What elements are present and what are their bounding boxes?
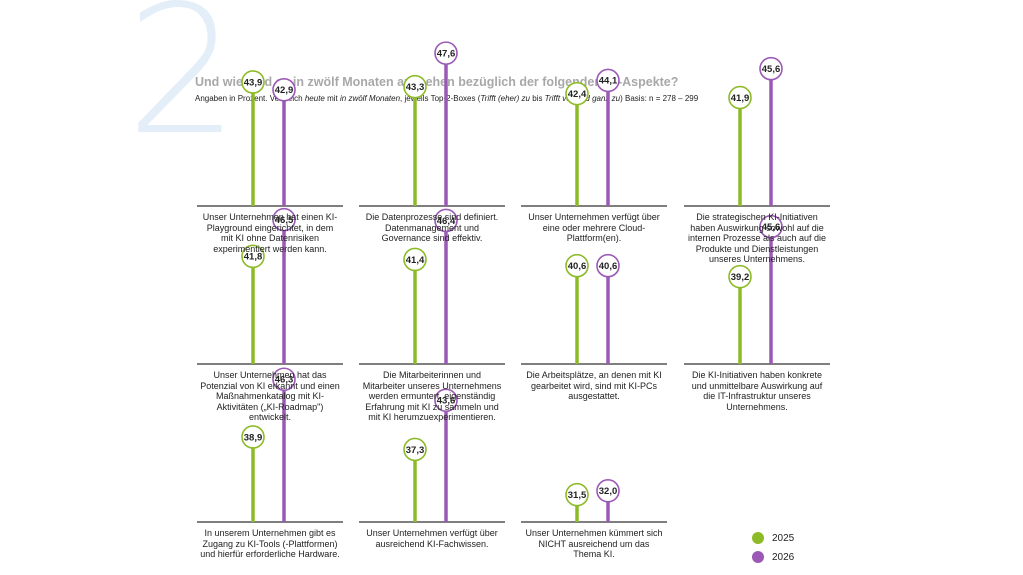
legend-label: 2026	[772, 551, 795, 563]
bubble-2025	[403, 74, 427, 99]
subtitle-part: mit	[324, 94, 340, 103]
value-label-2025: 41,9	[731, 93, 750, 104]
legend-swatch-2026	[752, 551, 764, 563]
bubble-2026	[596, 478, 620, 503]
bubble-2025	[241, 70, 265, 94]
value-label-2025: 43,3	[406, 82, 425, 93]
value-label-2025: 42,4	[568, 89, 587, 100]
value-label-2026: 45,6	[762, 222, 781, 233]
item-label: Die Mitarbeiterinnen und Mitarbeiter uns…	[362, 370, 502, 422]
bubble-2025	[403, 247, 427, 272]
chart-title: Und wie wird es in zwölf Monaten aussehe…	[195, 75, 679, 89]
legend-swatch-2025	[752, 532, 764, 544]
section-number: 2	[126, 0, 240, 174]
subtitle-part: Angaben in Prozent. Vergleich	[195, 94, 305, 103]
value-label-2025: 43,9	[244, 77, 263, 88]
bubble-2026	[434, 41, 458, 65]
legend-item-2026: 2026	[752, 549, 794, 565]
item-label: Unser Unternehmen kümmert sich NICHT aus…	[525, 528, 663, 559]
bubble-2026	[596, 253, 620, 278]
bubble-2026	[272, 77, 296, 102]
value-label-2025: 37,3	[406, 445, 425, 456]
item-label: Die strategischen KI-Initiativen haben A…	[687, 212, 827, 264]
value-label-2026: 46,5	[275, 215, 294, 226]
bubble-2025	[565, 81, 589, 106]
value-label-2025: 38,9	[244, 432, 263, 443]
item-label: Unser Unternehmen hat einen KI-Playgroun…	[202, 212, 338, 254]
bubble-2026	[759, 214, 783, 239]
value-label-2026: 42,9	[275, 85, 294, 96]
item-label: Die KI-Initiativen haben konkrete und un…	[691, 370, 823, 412]
bubble-2026	[434, 388, 458, 413]
item-label: Unser Unternehmen hat das Potenzial von …	[200, 370, 340, 422]
bubble-2025	[565, 482, 589, 507]
value-label-2026: 46,3	[275, 375, 294, 386]
subtitle-part: ) Basis: n = 278 – 299	[620, 94, 699, 103]
subtitle-part-italic: Trifft (eher) zu	[480, 94, 530, 103]
bubble-2026	[759, 56, 783, 81]
value-label-2026: 47,6	[437, 48, 456, 59]
item-label: In unserem Unternehmen gibt es Zugang zu…	[200, 528, 340, 559]
subtitle-part-italic: in zwölf Monaten	[340, 94, 401, 103]
bubble-2025	[565, 253, 589, 278]
value-label-2026: 40,6	[599, 261, 618, 272]
bubble-2026	[434, 208, 458, 233]
bubble-2025	[728, 85, 752, 110]
bubble-2026	[272, 367, 296, 392]
bubble-2026	[596, 68, 620, 93]
value-label-2025: 41,4	[406, 255, 425, 266]
item-label: Die Datenprozesse sind definiert. Datenm…	[365, 212, 499, 243]
value-label-2026: 44,1	[599, 76, 618, 87]
bubble-2025	[241, 425, 265, 449]
value-label-2025: 31,5	[568, 490, 587, 501]
subtitle-part: , jeweils Top-2-Boxes (	[400, 94, 481, 103]
item-label: Unser Unternehmen verfügt über ausreiche…	[366, 528, 498, 549]
legend-item-2025: 2025	[752, 530, 794, 546]
value-label-2026: 43,6	[437, 396, 456, 407]
item-label: Die Arbeitsplätze, an denen mit KI gearb…	[526, 370, 662, 401]
bubble-2026	[272, 207, 296, 232]
subtitle-part: bis	[530, 94, 545, 103]
value-label-2025: 40,6	[568, 261, 587, 272]
value-label-2026: 45,6	[762, 64, 781, 75]
value-label-2025: 39,2	[731, 272, 750, 283]
legend: 2025 2026	[752, 530, 794, 568]
value-label-2026: 32,0	[599, 486, 618, 497]
bubble-2025	[728, 264, 752, 289]
bubble-2025	[241, 244, 265, 269]
value-label-2026: 46,4	[437, 216, 456, 227]
item-label: Unser Unternehmen verfügt über eine oder…	[528, 212, 660, 243]
subtitle-part-italic: heute	[304, 94, 325, 103]
bubble-2025	[403, 437, 427, 462]
value-label-2025: 41,8	[244, 252, 263, 263]
legend-label: 2025	[772, 532, 795, 544]
